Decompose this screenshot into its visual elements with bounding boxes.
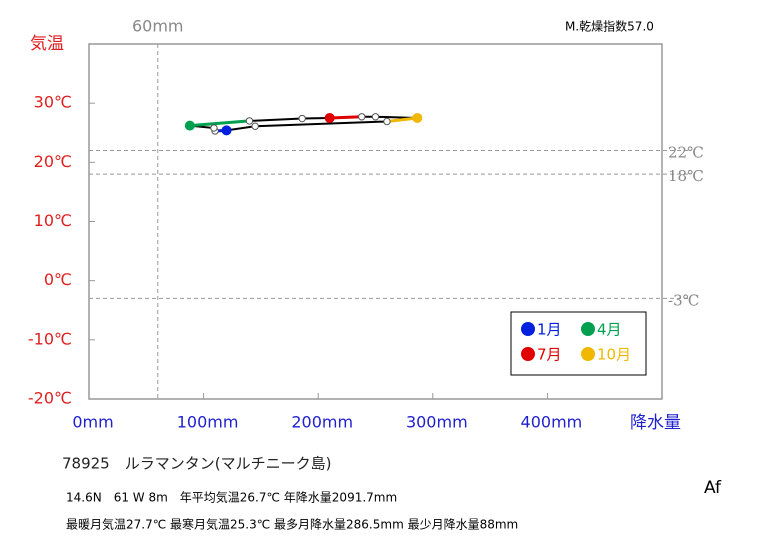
ref-label: 18℃ [668, 167, 704, 185]
climate-class: Af [704, 478, 722, 498]
ref-label: 60mm [132, 17, 184, 36]
month-point [221, 125, 232, 136]
month-point [412, 112, 423, 123]
month-point [251, 122, 259, 130]
x-tick-label: 300mm [406, 413, 468, 432]
station-name: 78925 ルラマンタン(マルチニーク島) [62, 455, 331, 473]
y-tick-label: -20℃ [28, 389, 72, 408]
legend-label: 1月 [537, 321, 562, 339]
legend-marker [581, 347, 595, 361]
legend-marker [521, 322, 535, 336]
x-tick-label: 100mm [177, 413, 239, 432]
climate-segment [386, 116, 418, 123]
info-line: 最暖月気温27.7℃ 最寒月気温25.3℃ 最多月降水量286.5mm 最少月降… [66, 517, 518, 532]
x-tick-label: 0mm [72, 413, 113, 432]
climate-segment [329, 115, 362, 120]
y-axis-label: 気温 [30, 34, 64, 54]
climate-segment [189, 119, 250, 128]
month-point [371, 113, 380, 121]
month-point [383, 117, 391, 126]
info-line: 14.6N 61 W 8m 年平均気温26.7℃ 年降水量2091.7mm [66, 490, 397, 505]
ref-label: -3℃ [668, 291, 699, 309]
y-tick-label: 0℃ [44, 270, 72, 289]
y-tick-label: 10℃ [34, 211, 72, 230]
legend-label: 4月 [597, 321, 622, 339]
x-tick-label: 400mm [521, 413, 583, 432]
y-tick-label: 30℃ [34, 93, 72, 112]
y-tick-label: -10℃ [28, 329, 72, 348]
legend-box [510, 311, 647, 376]
legend-marker [581, 322, 595, 336]
ref-label: 22℃ [668, 144, 704, 162]
x-axis-label: 降水量 [630, 413, 681, 433]
legend-marker [521, 347, 535, 361]
month-point [184, 120, 195, 131]
aridity-index: M.乾燥指数57.0 [565, 19, 654, 34]
legend-label: 7月 [537, 346, 562, 364]
month-point [298, 114, 306, 123]
y-tick-label: 20℃ [34, 152, 72, 171]
x-tick-label: 200mm [291, 413, 353, 432]
month-point [324, 112, 335, 123]
month-point [358, 113, 366, 121]
month-point [245, 117, 254, 125]
legend-label: 10月 [597, 346, 631, 364]
month-point [210, 124, 218, 132]
